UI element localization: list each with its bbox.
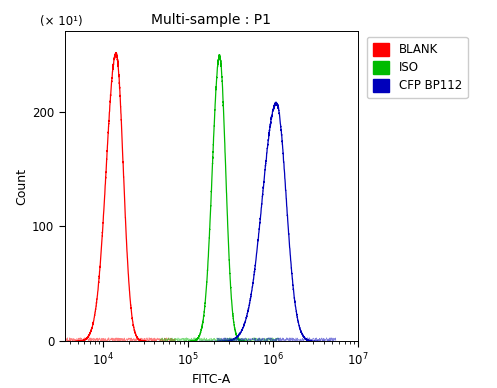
BLANK — [72, 339, 78, 344]
X-axis label: FITC-A: FITC-A — [192, 372, 231, 386]
Legend: BLANK, ISO, CFP BP112: BLANK, ISO, CFP BP112 — [367, 37, 468, 99]
ISO — [216, 52, 222, 57]
ISO — [189, 339, 195, 343]
ISO — [202, 306, 208, 311]
ISO — [186, 339, 192, 344]
CFP BP112 — [214, 339, 220, 344]
Y-axis label: Count: Count — [15, 168, 28, 205]
BLANK — [91, 318, 97, 322]
Line: BLANK: BLANK — [62, 52, 156, 341]
CFP BP112 — [327, 339, 333, 344]
CFP BP112 — [268, 121, 274, 126]
Title: Multi-sample : P1: Multi-sample : P1 — [151, 13, 271, 27]
BLANK — [100, 224, 106, 229]
CFP BP112 — [218, 339, 224, 343]
Line: CFP BP112: CFP BP112 — [199, 102, 330, 341]
CFP BP112 — [196, 339, 202, 344]
ISO — [215, 59, 221, 63]
ISO — [177, 339, 183, 344]
BLANK — [108, 83, 114, 88]
CFP BP112 — [253, 256, 259, 261]
Line: ISO: ISO — [180, 55, 253, 341]
ISO — [217, 56, 223, 61]
CFP BP112 — [273, 100, 279, 104]
BLANK — [75, 339, 81, 344]
ISO — [209, 184, 215, 188]
BLANK — [110, 63, 116, 68]
Text: (× 10¹): (× 10¹) — [40, 15, 83, 28]
BLANK — [59, 339, 65, 344]
ISO — [250, 339, 256, 344]
BLANK — [113, 50, 119, 55]
CFP BP112 — [265, 139, 271, 144]
BLANK — [153, 339, 159, 344]
CFP BP112 — [241, 325, 247, 329]
